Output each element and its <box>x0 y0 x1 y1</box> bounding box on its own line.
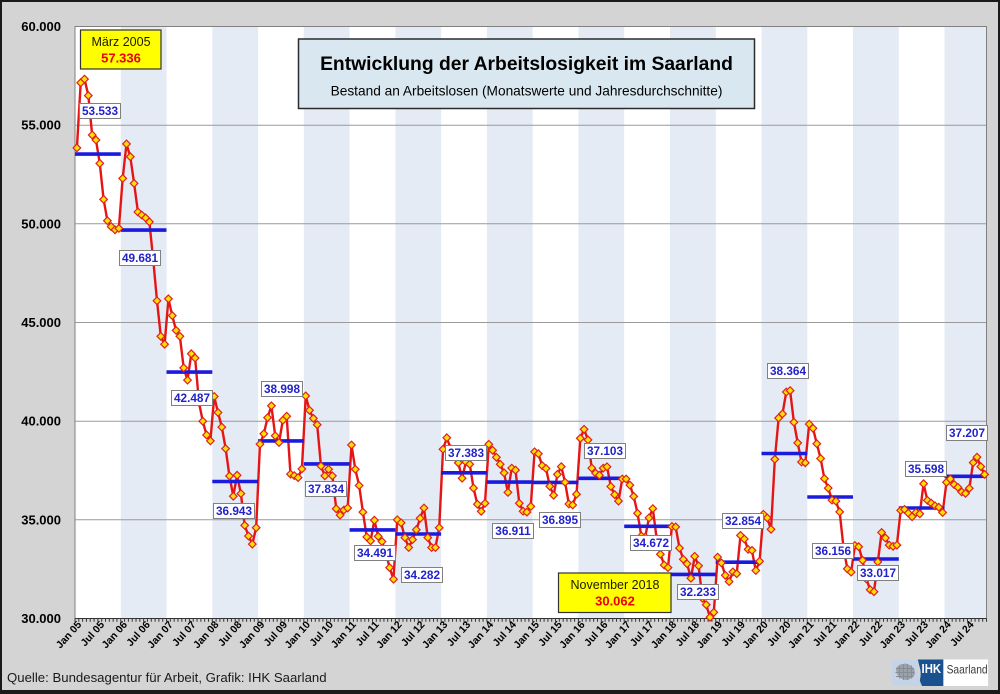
svg-text:49.681: 49.681 <box>122 251 159 265</box>
svg-text:März 2005: März 2005 <box>91 35 150 49</box>
svg-text:36.156: 36.156 <box>815 544 852 558</box>
svg-text:37.103: 37.103 <box>587 444 624 458</box>
svg-text:37.207: 37.207 <box>949 426 986 440</box>
svg-text:30.062: 30.062 <box>595 594 635 609</box>
svg-text:36.943: 36.943 <box>216 504 253 518</box>
svg-text:55.000: 55.000 <box>21 118 61 133</box>
svg-text:Saarland: Saarland <box>947 663 988 677</box>
svg-text:32.233: 32.233 <box>680 585 717 599</box>
svg-text:Entwicklung der Arbeitslosigke: Entwicklung der Arbeitslosigkeit im Saar… <box>320 54 733 75</box>
svg-text:38.364: 38.364 <box>770 364 807 378</box>
svg-text:34.672: 34.672 <box>633 536 670 550</box>
svg-text:36.895: 36.895 <box>542 513 579 527</box>
svg-text:60.000: 60.000 <box>21 19 61 34</box>
svg-text:36.911: 36.911 <box>495 524 531 538</box>
svg-text:Bestand an Arbeitslosen (Monat: Bestand an Arbeitslosen (Monatswerte und… <box>331 84 723 99</box>
svg-text:32.854: 32.854 <box>725 514 762 528</box>
svg-text:42.487: 42.487 <box>174 391 211 405</box>
svg-text:November 2018: November 2018 <box>571 578 660 592</box>
svg-text:35.000: 35.000 <box>21 512 61 527</box>
svg-text:40.000: 40.000 <box>21 414 61 429</box>
svg-text:45.000: 45.000 <box>21 315 61 330</box>
svg-text:Quelle: Bundesagentur für Arbe: Quelle: Bundesagentur für Arbeit, Grafik… <box>7 670 327 685</box>
svg-text:34.491: 34.491 <box>357 546 394 560</box>
svg-text:37.834: 37.834 <box>308 482 345 496</box>
svg-text:50.000: 50.000 <box>21 216 61 231</box>
svg-text:30.000: 30.000 <box>21 611 61 626</box>
svg-text:IHK: IHK <box>922 662 942 676</box>
svg-text:34.282: 34.282 <box>404 568 441 582</box>
svg-text:53.533: 53.533 <box>82 104 119 118</box>
svg-text:35.598: 35.598 <box>908 462 945 476</box>
svg-text:33.017: 33.017 <box>860 566 897 580</box>
svg-text:37.383: 37.383 <box>448 446 485 460</box>
svg-text:38.998: 38.998 <box>264 382 301 396</box>
svg-text:57.336: 57.336 <box>101 51 141 66</box>
